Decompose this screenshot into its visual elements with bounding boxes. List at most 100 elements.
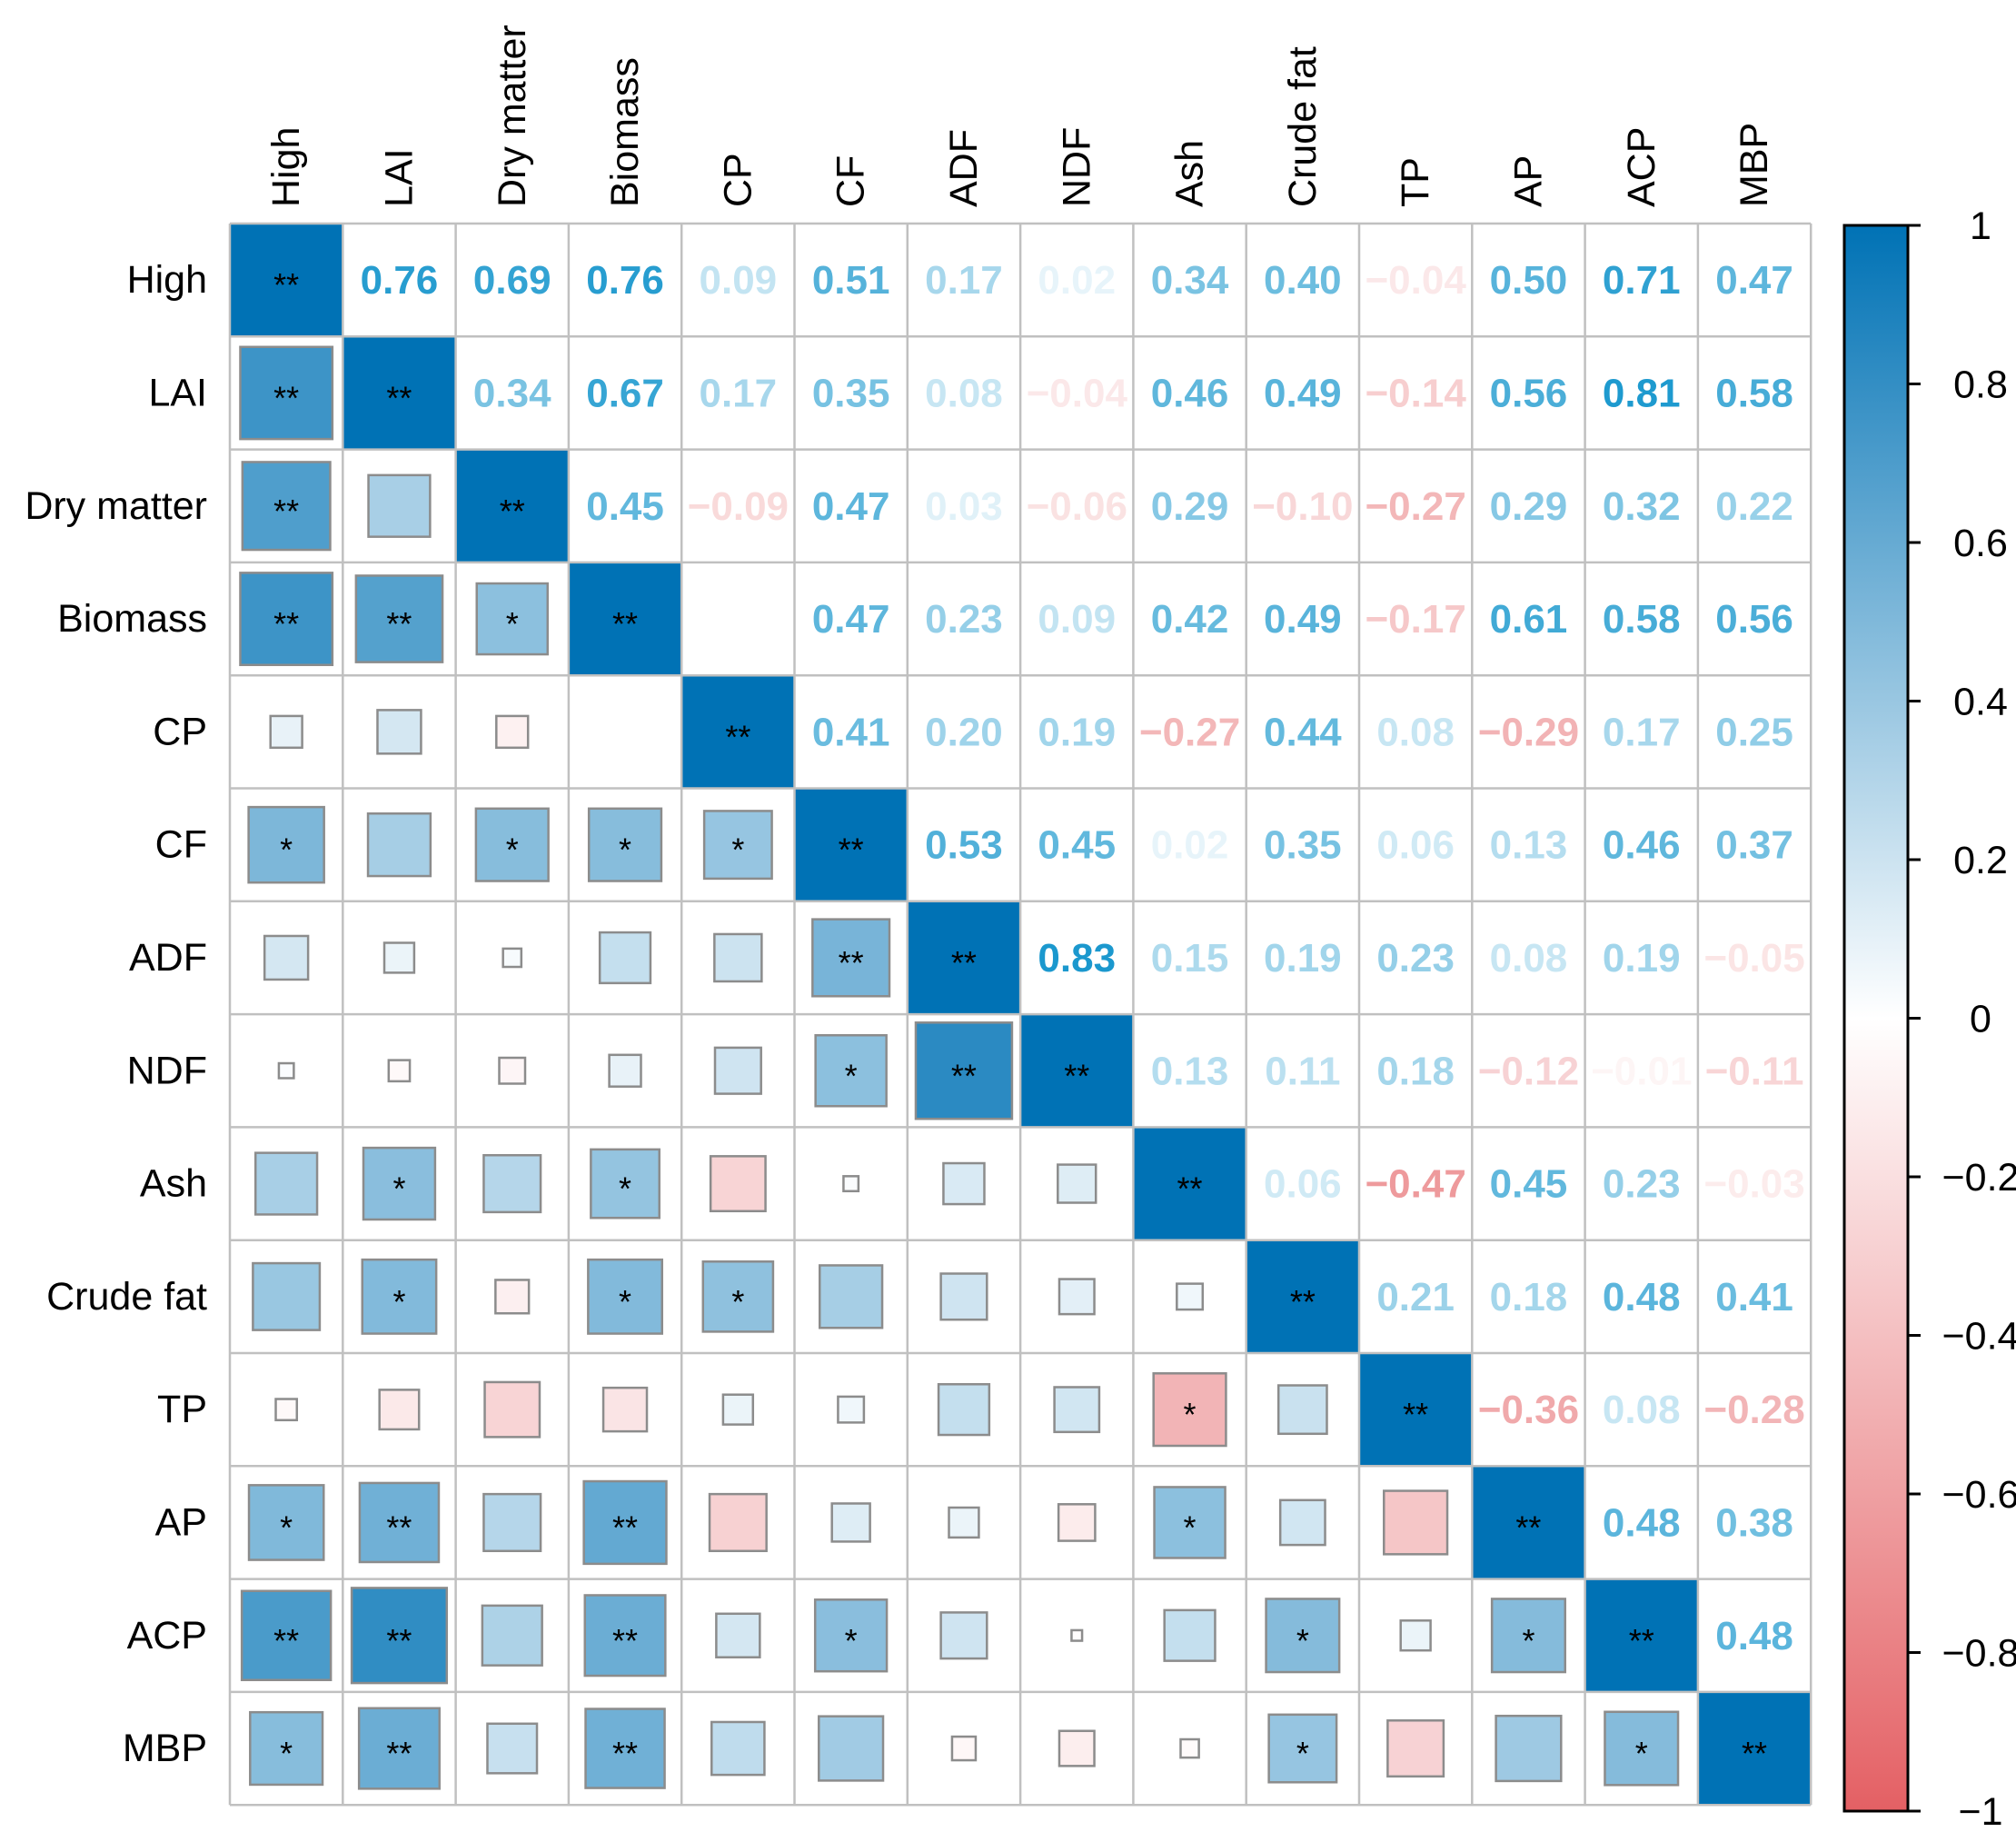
- corr-value-4-6: 0.20: [925, 710, 1003, 754]
- sig-stars-4-4: **: [725, 718, 750, 755]
- corr-value-8-12: 0.23: [1603, 1162, 1681, 1207]
- sig-stars-11-8: *: [1184, 1508, 1197, 1546]
- corr-square-12-10: [1399, 1619, 1432, 1652]
- corr-square-9-1: [361, 1258, 438, 1335]
- sig-stars-10-8: *: [1184, 1396, 1197, 1433]
- corr-value-9-10: 0.21: [1376, 1275, 1455, 1319]
- corr-value-4-13: 0.25: [1715, 710, 1793, 754]
- corr-value-4-7: 0.19: [1038, 710, 1116, 754]
- corr-value-9-11: 0.18: [1490, 1275, 1568, 1319]
- corr-value-10-12: 0.08: [1603, 1388, 1681, 1432]
- corr-square-3-0: [239, 572, 334, 666]
- corr-value-7-9: 0.11: [1265, 1049, 1340, 1093]
- corr-value-3-4: 0.00: [700, 597, 778, 642]
- corr-value-5-13: 0.37: [1715, 823, 1793, 868]
- corr-square-9-3: [587, 1258, 664, 1335]
- corr-square-12-1: [350, 1587, 449, 1685]
- col-label-12: ACP: [1620, 127, 1663, 207]
- corr-square-8-5: [842, 1175, 860, 1193]
- col-label-10: TP: [1394, 157, 1437, 207]
- corr-value-7-10: 0.18: [1376, 1049, 1455, 1093]
- corr-value-12-13: 0.48: [1715, 1614, 1793, 1658]
- sig-stars-9-1: *: [392, 1283, 405, 1320]
- diag-cell-7: [1020, 1014, 1134, 1128]
- corr-value-5-6: 0.53: [925, 823, 1003, 868]
- corr-value-3-9: 0.49: [1264, 597, 1342, 642]
- sig-stars-12-1: **: [386, 1622, 412, 1659]
- corr-value-1-13: 0.58: [1715, 371, 1793, 415]
- row-label-4: CP: [153, 710, 207, 753]
- sig-stars-6-6: **: [951, 944, 977, 981]
- corr-square-9-6: [939, 1272, 988, 1321]
- corr-value-1-12: 0.81: [1603, 371, 1681, 415]
- corr-square-5-1: [366, 811, 432, 878]
- corr-square-13-4: [710, 1720, 766, 1777]
- diag-cell-9: [1246, 1240, 1359, 1353]
- corr-value-2-12: 0.32: [1603, 484, 1681, 529]
- corr-value-3-8: 0.42: [1151, 597, 1229, 642]
- corr-square-12-4: [715, 1612, 761, 1658]
- col-label-4: CP: [716, 153, 760, 207]
- diag-cell-1: [343, 336, 456, 450]
- corr-value-0-6: 0.17: [925, 258, 1003, 303]
- corr-square-12-11: [1490, 1598, 1566, 1674]
- corr-square-11-2: [482, 1492, 542, 1553]
- corr-square-7-3: [608, 1053, 642, 1088]
- row-label-1: LAI: [148, 371, 207, 414]
- row-label-10: TP: [157, 1388, 207, 1431]
- corr-square-13-5: [818, 1715, 885, 1782]
- corr-value-8-10: −0.47: [1365, 1162, 1465, 1207]
- corr-square-7-2: [498, 1056, 527, 1085]
- corr-square-12-9: [1265, 1598, 1341, 1674]
- diag-cell-13: [1697, 1691, 1812, 1806]
- corr-value-9-13: 0.41: [1715, 1275, 1793, 1319]
- corr-square-10-6: [937, 1383, 991, 1437]
- corr-value-6-10: 0.23: [1376, 936, 1455, 981]
- col-label-7: NDF: [1055, 127, 1098, 207]
- grid-layer: [228, 222, 1812, 1807]
- corr-square-8-7: [1057, 1163, 1097, 1204]
- corr-square-4-2: [495, 714, 530, 750]
- row-label-8: Ash: [140, 1162, 207, 1206]
- corr-square-6-4: [713, 932, 763, 983]
- sig-stars-3-1: **: [386, 605, 412, 642]
- corr-square-5-2: [474, 807, 550, 882]
- corr-value-0-8: 0.34: [1151, 258, 1229, 303]
- corr-value-0-11: 0.50: [1490, 258, 1568, 303]
- corr-square-8-6: [942, 1161, 986, 1206]
- sig-stars-11-0: *: [280, 1508, 293, 1546]
- sig-stars-3-3: **: [612, 605, 638, 642]
- corr-square-7-5: [814, 1033, 888, 1108]
- sig-stars-2-0: **: [273, 493, 299, 530]
- sig-stars-5-0: *: [280, 831, 293, 869]
- corr-square-5-3: [587, 807, 663, 882]
- corr-value-4-12: 0.17: [1603, 710, 1681, 754]
- corr-value-11-12: 0.48: [1603, 1500, 1681, 1545]
- corr-value-0-7: 0.02: [1038, 258, 1116, 303]
- corr-square-12-3: [583, 1594, 667, 1678]
- corr-value-0-9: 0.40: [1264, 258, 1342, 303]
- sig-stars-10-10: **: [1403, 1396, 1428, 1433]
- corr-square-6-3: [598, 931, 652, 985]
- sig-stars-11-3: **: [612, 1508, 638, 1546]
- corr-square-12-6: [939, 1611, 988, 1660]
- corr-value-1-2: 0.34: [473, 371, 551, 415]
- corr-value-2-8: 0.29: [1151, 484, 1229, 529]
- corr-value-8-11: 0.45: [1490, 1162, 1568, 1207]
- sig-stars-0-0: **: [273, 266, 299, 304]
- corr-value-3-13: 0.56: [1715, 597, 1793, 642]
- sig-stars-5-4: *: [731, 831, 744, 869]
- corr-square-5-4: [702, 810, 773, 881]
- corr-square-8-4: [709, 1155, 767, 1213]
- corr-value-6-8: 0.15: [1151, 936, 1229, 981]
- corr-square-13-3: [584, 1708, 666, 1789]
- corr-value-2-6: 0.03: [925, 484, 1003, 529]
- corr-square-8-0: [253, 1151, 319, 1216]
- labels-layer: ** 0.76 0.69 0.76 0.09 0.51 0.17 0.02 0.34 0.40 −0…: [25, 25, 1804, 1772]
- col-label-13: MBP: [1733, 123, 1776, 207]
- corr-square-9-8: [1176, 1282, 1205, 1311]
- corr-square-11-7: [1057, 1503, 1097, 1542]
- sig-stars-7-7: **: [1064, 1057, 1089, 1094]
- corr-square-2-1: [367, 473, 432, 538]
